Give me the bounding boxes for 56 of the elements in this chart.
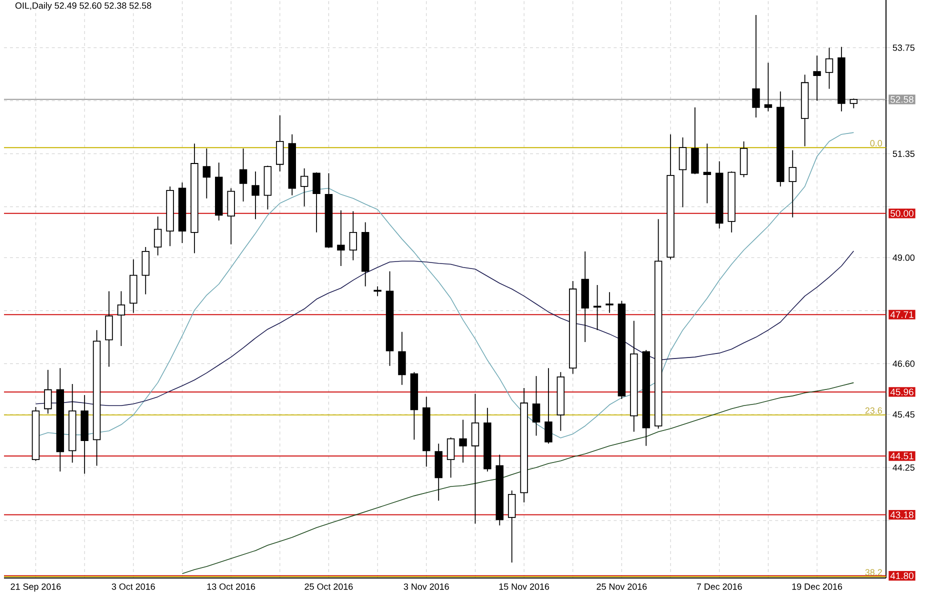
annotation: 23.6	[865, 407, 882, 414]
candlestick	[239, 148, 248, 202]
candlestick	[752, 14, 760, 118]
candlestick	[312, 172, 320, 233]
y-tick-label: 46.60	[892, 360, 915, 367]
candlestick	[508, 490, 516, 563]
candlestick	[825, 47, 834, 90]
candlestick	[44, 369, 52, 414]
y-tick-label: 44.25	[892, 464, 915, 471]
candlestick	[446, 437, 455, 478]
x-tick-label: 25 Nov 2016	[596, 583, 647, 590]
candlestick	[154, 216, 162, 256]
candlestick	[398, 331, 406, 386]
candlestick	[544, 368, 552, 444]
x-tick-label: 19 Dec 2016	[792, 583, 842, 590]
candlestick	[850, 98, 858, 109]
candlestick	[117, 290, 126, 346]
candlestick	[374, 286, 382, 297]
ref-line-label: 50.00	[890, 210, 914, 217]
candlestick	[337, 210, 345, 266]
x-tick-label: 13 Oct 2016	[207, 583, 256, 590]
ref-line-label: 43.18	[890, 511, 914, 518]
ref-line-label: 52.58	[890, 96, 914, 103]
x-tick-label: 25 Oct 2016	[304, 583, 353, 590]
y-tick-label: 49.00	[892, 254, 915, 261]
annotation: 0.0	[870, 140, 882, 146]
candlestick	[142, 246, 150, 295]
ref-line-label: 47.71	[890, 311, 914, 318]
candlestick	[471, 393, 480, 524]
ref-line-label: 41.80	[890, 572, 914, 580]
y-tick-label: 45.45	[892, 411, 915, 418]
candlestick	[606, 292, 614, 314]
candlestick	[678, 136, 687, 208]
candlestick	[252, 171, 260, 220]
candlestick	[300, 168, 308, 207]
candlestick	[813, 55, 821, 102]
ref-line-label: 45.96	[890, 388, 914, 396]
y-tick-label: 51.35	[892, 150, 915, 157]
x-tick-label: 7 Dec 2016	[696, 583, 742, 590]
chart-title: OIL,Daily 52.49 52.60 52.38 52.58	[15, 2, 152, 11]
candlestick	[764, 62, 772, 112]
candlestick	[459, 419, 467, 464]
candlestick	[349, 210, 358, 261]
annotation: 38.2	[865, 569, 882, 576]
candlestick	[276, 114, 284, 172]
candlestick	[202, 148, 211, 199]
x-tick-label: 3 Nov 2016	[404, 583, 449, 590]
candlestick	[703, 143, 712, 204]
candlestick	[532, 376, 540, 436]
y-tick-label: 53.75	[892, 44, 915, 51]
x-tick-label: 21 Sep 2016	[10, 583, 61, 592]
x-tick-label: 3 Oct 2016	[112, 583, 155, 590]
candlestick	[105, 290, 113, 368]
x-tick-label: 15 Nov 2016	[499, 583, 550, 590]
candlestick	[788, 150, 796, 218]
ref-line-label: 44.51	[890, 452, 914, 460]
